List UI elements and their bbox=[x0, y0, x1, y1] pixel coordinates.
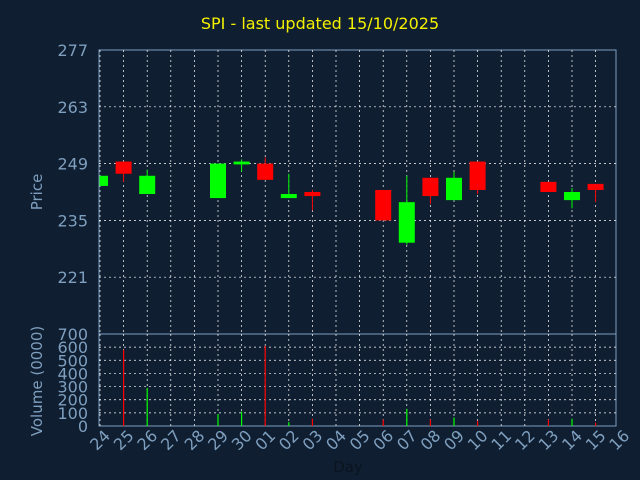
candle-body bbox=[280, 194, 297, 199]
volume-tick-label: 400 bbox=[57, 364, 88, 383]
candle-body bbox=[257, 163, 274, 180]
volume-tick-label: 100 bbox=[57, 404, 88, 423]
candle-body bbox=[587, 183, 604, 190]
candle-body bbox=[422, 177, 439, 197]
candle-body bbox=[564, 192, 580, 201]
candle-body bbox=[115, 161, 132, 174]
volume-tick-label: 0 bbox=[78, 417, 88, 436]
price-plot-area bbox=[98, 49, 617, 335]
candle-body bbox=[100, 175, 108, 186]
volume-tick-label: 200 bbox=[57, 391, 88, 410]
candle-body bbox=[398, 202, 415, 243]
price-series bbox=[99, 157, 604, 245]
x-tick-label: 16 bbox=[605, 426, 633, 454]
volume-axis-label: Volume (0000) bbox=[28, 326, 46, 436]
candle-body bbox=[540, 181, 557, 192]
candle-body bbox=[304, 192, 321, 197]
chart-title: SPI - last updated 15/10/2025 bbox=[200, 14, 440, 33]
price-tick-label: 263 bbox=[57, 98, 88, 117]
volume-tick-label: 700 bbox=[57, 325, 88, 344]
candle-body bbox=[210, 163, 226, 199]
candle-body bbox=[233, 161, 250, 165]
volume-plot-area bbox=[98, 333, 617, 427]
price-axis-label: Price bbox=[28, 174, 46, 211]
x-axis-label: Day bbox=[333, 458, 363, 476]
grid-lines bbox=[99, 50, 616, 426]
candle-body bbox=[469, 161, 486, 190]
price-tick-label: 221 bbox=[57, 268, 88, 287]
volume-tick-label: 500 bbox=[57, 351, 88, 370]
axis-labels: Price Volume (0000) Day 277 263 249 235 221 7… bbox=[28, 41, 633, 476]
price-tick-label: 249 bbox=[57, 155, 88, 174]
price-tick-label: 277 bbox=[57, 41, 88, 60]
volume-tick-label: 600 bbox=[57, 338, 88, 357]
volume-series bbox=[122, 345, 597, 426]
price-tick-label: 235 bbox=[57, 211, 88, 230]
candle-body bbox=[446, 177, 462, 201]
candle-body bbox=[375, 189, 392, 221]
volume-tick-label: 300 bbox=[57, 378, 88, 397]
candle-body bbox=[139, 175, 156, 195]
